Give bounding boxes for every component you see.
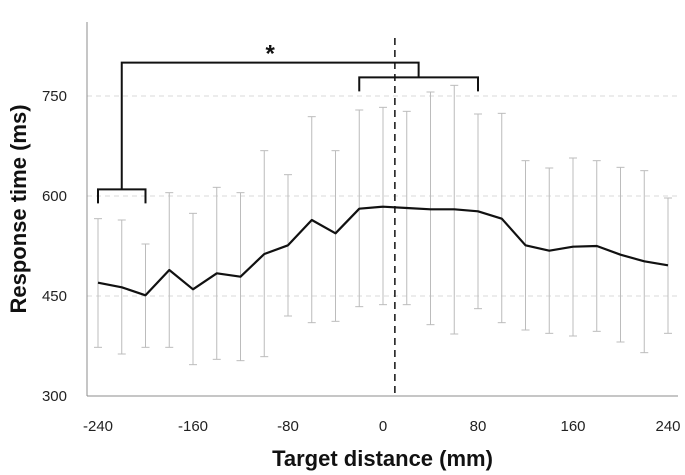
y-tick-label: 450	[42, 288, 67, 305]
significance-brackets	[97, 61, 479, 204]
error-bar	[331, 150, 340, 322]
x-tick-label: 0	[379, 418, 387, 435]
y-tick-label: 750	[42, 88, 67, 105]
x-tick-label: 160	[560, 418, 585, 435]
y-tick-label: 600	[42, 188, 67, 205]
x-axis-title: Target distance (mm)	[272, 446, 493, 471]
error-bars	[94, 84, 672, 366]
x-tick-label: -160	[178, 418, 208, 435]
x-tick-label: -80	[277, 418, 299, 435]
series-line	[97, 205, 669, 297]
x-tick-label: 240	[655, 418, 680, 435]
series-group	[97, 205, 669, 297]
x-tick-label: 80	[470, 418, 487, 435]
y-tick-label: 300	[42, 388, 67, 405]
tick-labels: 300 450 600 750 -240 -160 -80 0 80 160 240	[42, 88, 681, 435]
bracket-right-group	[358, 76, 479, 92]
x-tick-label: -240	[83, 418, 113, 435]
bracket-connector	[120, 61, 420, 190]
y-axis-title: Response time (ms)	[6, 104, 31, 313]
error-bar	[664, 197, 672, 334]
axes	[86, 22, 678, 397]
significance-star: *	[266, 41, 276, 68]
